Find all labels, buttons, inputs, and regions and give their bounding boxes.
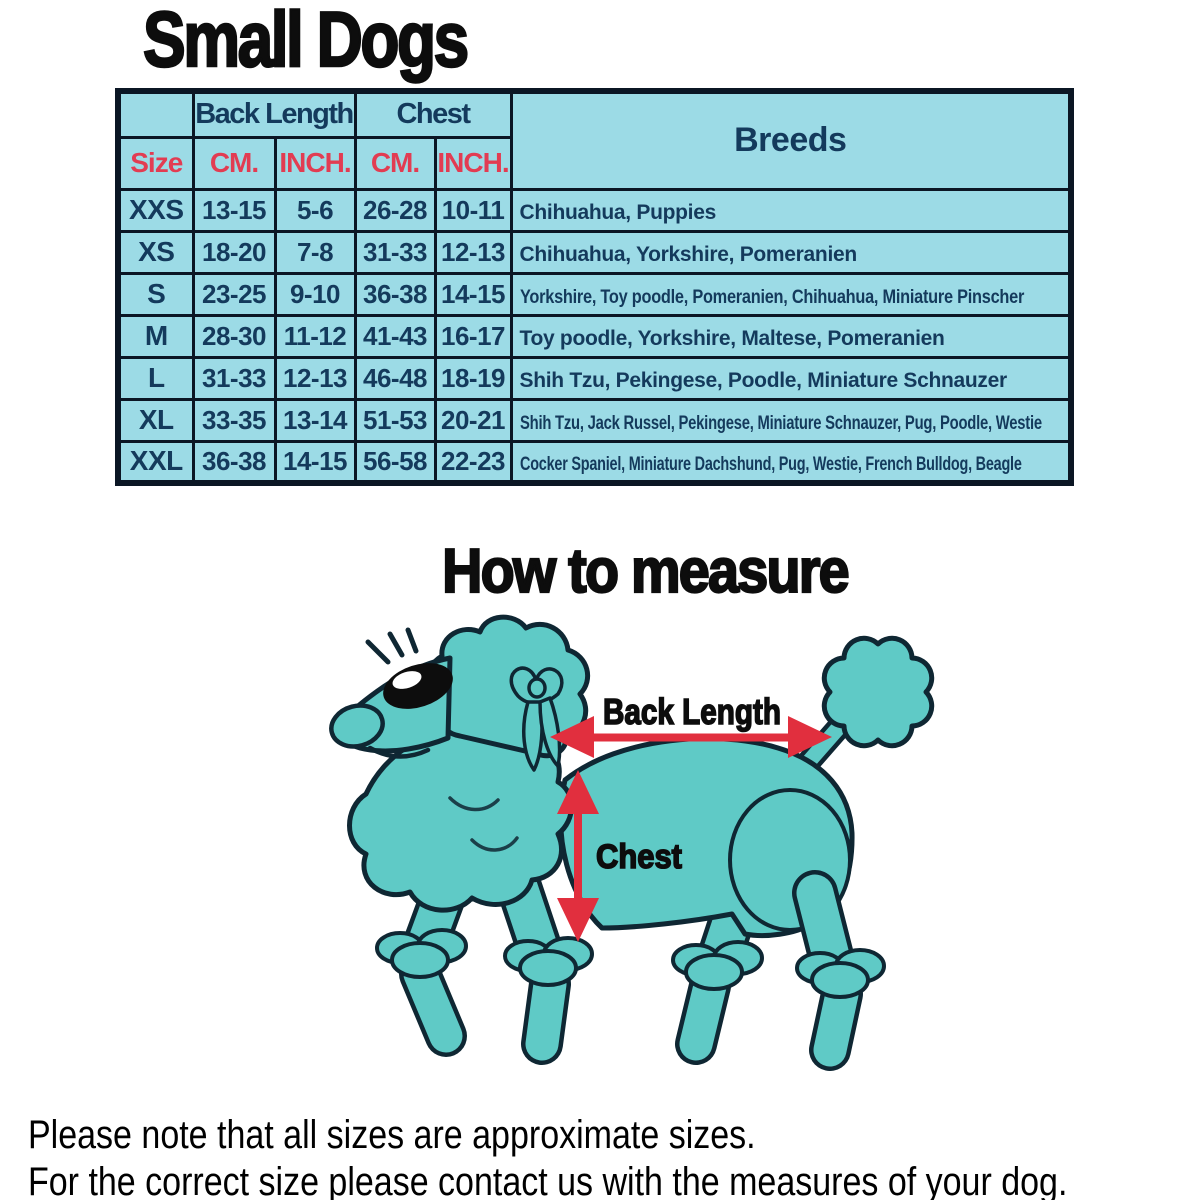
chest-cm-header: CM. — [353, 135, 437, 191]
table-row: XL 33-35 13-14 51-53 20-21 Shih Tzu, Jac… — [116, 397, 1073, 443]
breeds-cell: Toy poodle, Yorkshire, Maltese, Pomerani… — [509, 313, 1073, 359]
chest-label: Chest — [596, 838, 682, 876]
chest-cm-cell: 36-38 — [353, 271, 437, 317]
back-length-label: Back Length — [603, 691, 781, 732]
breeds-header: Breeds — [509, 89, 1073, 191]
tail-pompom — [821, 635, 935, 749]
chest-cm-cell: 46-48 — [353, 355, 437, 401]
chest-inch-cell: 18-19 — [433, 355, 513, 401]
back-length-header: Back Length — [191, 89, 357, 139]
breeds-text: Yorkshire, Toy poodle, Pomeranien, Chihu… — [519, 286, 1024, 308]
table-row: XS 18-20 7-8 31-33 12-13 Chihuahua, York… — [116, 229, 1073, 275]
table-row: XXL 36-38 14-15 56-58 22-23 Cocker Spani… — [116, 439, 1073, 485]
back-cm-cell: 33-35 — [191, 397, 277, 443]
page-title: Small Dogs — [142, 0, 470, 84]
breeds-cell: Shih Tzu, Pekingese, Poodle, Miniature S… — [509, 355, 1073, 401]
size-cell: XL — [116, 397, 195, 443]
back-inch-cell: 5-6 — [273, 187, 357, 233]
back-inch-cell: 11-12 — [273, 313, 357, 359]
size-table: Back Length Chest Breeds Size CM. INCH. … — [115, 88, 1075, 486]
hair-bow — [509, 666, 564, 772]
chest-cm-cell: 56-58 — [353, 439, 437, 485]
breeds-text: Chihuahua, Puppies — [519, 200, 717, 224]
chest-arrow — [557, 770, 599, 942]
size-header: Size — [116, 135, 195, 191]
rear-near-leg — [792, 870, 886, 1071]
chest-inch-cell: 16-17 — [433, 313, 513, 359]
chest-inch-cell: 12-13 — [433, 229, 513, 275]
back-length-arrow — [550, 716, 832, 758]
breeds-cell: Chihuahua, Yorkshire, Pomeranien — [509, 229, 1073, 275]
back-inch-cell: 12-13 — [273, 355, 357, 401]
size-cell: L — [116, 355, 195, 401]
footer-line-1: Please note that all sizes are approxima… — [28, 1113, 756, 1157]
table-row: M 28-30 11-12 41-43 16-17 Toy poodle, Yo… — [116, 313, 1073, 359]
table-group-header-row: Back Length Chest Breeds — [116, 89, 1073, 191]
nose — [329, 703, 385, 749]
empty-header-cell — [116, 89, 195, 139]
breeds-cell: Yorkshire, Toy poodle, Pomeranien, Chihu… — [509, 271, 1073, 317]
breeds-text: Cocker Spaniel, Miniature Dachshund, Pug… — [519, 453, 1022, 475]
back-cm-cell: 31-33 — [191, 355, 277, 401]
chest-cm-cell: 26-28 — [353, 187, 437, 233]
back-inch-header: INCH. — [273, 135, 357, 191]
table-row: XXS 13-15 5-6 26-28 10-11 Chihuahua, Pup… — [116, 187, 1073, 233]
breeds-cell: Chihuahua, Puppies — [509, 187, 1073, 233]
measure-title: How to measure — [441, 536, 851, 607]
back-inch-cell: 9-10 — [273, 271, 357, 317]
size-cell: S — [116, 271, 195, 317]
chest-cm-cell: 51-53 — [353, 397, 437, 443]
size-cell: XXS — [116, 187, 195, 233]
chest-inch-cell: 14-15 — [433, 271, 513, 317]
back-cm-cell: 28-30 — [191, 313, 277, 359]
back-inch-cell: 7-8 — [273, 229, 357, 275]
back-inch-cell: 13-14 — [273, 397, 357, 443]
breeds-cell: Cocker Spaniel, Miniature Dachshund, Pug… — [509, 439, 1073, 485]
breeds-text: Chihuahua, Yorkshire, Pomeranien — [519, 242, 858, 266]
back-cm-cell: 13-15 — [191, 187, 277, 233]
back-inch-cell: 14-15 — [273, 439, 357, 485]
eye — [365, 627, 453, 709]
footer-note: Please note that all sizes are approxima… — [28, 1112, 1188, 1200]
back-cm-cell: 18-20 — [191, 229, 277, 275]
mouth-smile — [367, 745, 431, 759]
breeds-text: Shih Tzu, Pekingese, Poodle, Miniature S… — [519, 368, 1008, 392]
table-sub-header-row: Size CM. INCH. CM. INCH. — [116, 135, 1071, 191]
size-cell: XXL — [116, 439, 195, 485]
size-cell: M — [116, 313, 195, 359]
how-to-measure-diagram: Back Length Chest — [329, 614, 935, 1071]
footer-line-2: For the correct size please contact us w… — [28, 1160, 1068, 1200]
back-cm-header: CM. — [191, 135, 277, 191]
chest-inch-header: INCH. — [433, 135, 513, 191]
chest-inch-cell: 10-11 — [433, 187, 513, 233]
chest-inch-cell: 22-23 — [433, 439, 513, 485]
breeds-cell: Shih Tzu, Jack Russel, Pekingese, Miniat… — [509, 397, 1073, 443]
poodle-illustration — [329, 614, 935, 1071]
breeds-text: Toy poodle, Yorkshire, Maltese, Pomerani… — [519, 326, 945, 350]
chest-inch-cell: 20-21 — [433, 397, 513, 443]
back-cm-cell: 36-38 — [191, 439, 277, 485]
chest-cm-cell: 31-33 — [353, 229, 437, 275]
breeds-text: Shih Tzu, Jack Russel, Pekingese, Miniat… — [519, 412, 1042, 434]
table-row: S 23-25 9-10 36-38 14-15 Yorkshire, Toy … — [116, 271, 1073, 317]
table-row: L 31-33 12-13 46-48 18-19 Shih Tzu, Peki… — [116, 355, 1073, 401]
chest-header: Chest — [353, 89, 513, 139]
size-cell: XS — [116, 229, 195, 275]
back-cm-cell: 23-25 — [191, 271, 277, 317]
chest-cm-cell: 41-43 — [353, 313, 437, 359]
